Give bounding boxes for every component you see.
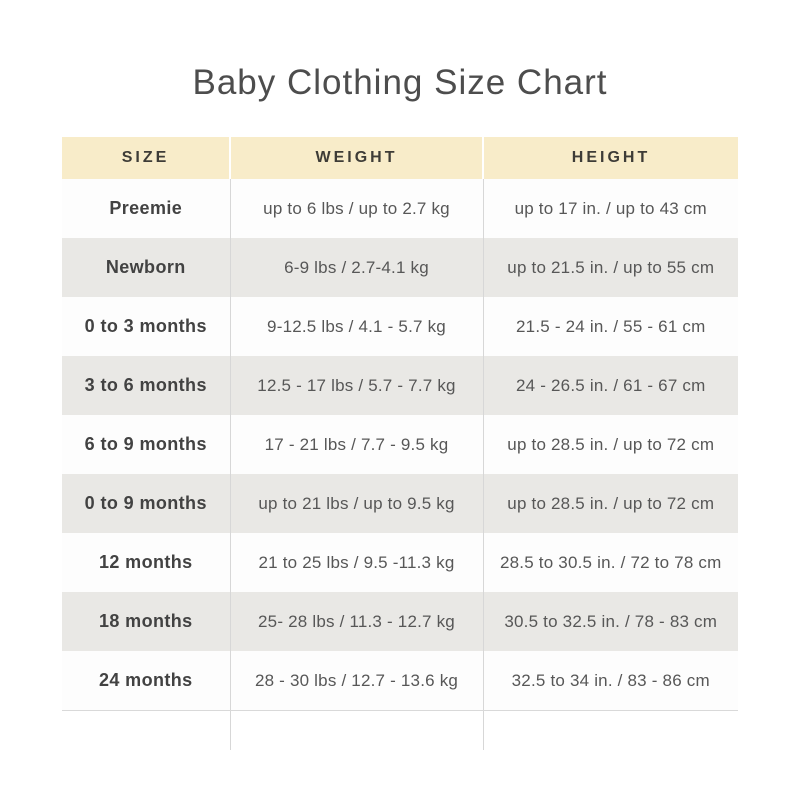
size-cell: 3 to 6 months [62,356,230,415]
height-cell: 28.5 to 30.5 in. / 72 to 78 cm [482,533,738,592]
table-row-preemie: Preemie up to 6 lbs / up to 2.7 kg up to… [62,179,738,238]
table-ghost-row [62,710,738,750]
table-row-newborn: Newborn 6-9 lbs / 2.7-4.1 kg up to 21.5 … [62,238,738,297]
weight-cell: up to 21 lbs / up to 9.5 kg [229,474,483,533]
size-cell: 12 months [62,533,230,592]
height-cell: 32.5 to 34 in. / 83 - 86 cm [482,651,738,711]
weight-cell: 12.5 - 17 lbs / 5.7 - 7.7 kg [229,356,483,415]
column-header-height: HEIGHT [482,137,738,179]
table-row-24-months: 24 months 28 - 30 lbs / 12.7 - 13.6 kg 3… [62,651,738,711]
table-row-6-9-months: 6 to 9 months 17 - 21 lbs / 7.7 - 9.5 kg… [62,415,738,474]
weight-cell: 9-12.5 lbs / 4.1 - 5.7 kg [229,297,483,356]
table-row-0-3-months: 0 to 3 months 9-12.5 lbs / 4.1 - 5.7 kg … [62,297,738,356]
column-header-size: SIZE [62,137,230,179]
weight-cell: 28 - 30 lbs / 12.7 - 13.6 kg [229,651,483,711]
table-row-0-9-months: 0 to 9 months up to 21 lbs / up to 9.5 k… [62,474,738,533]
weight-cell: 6-9 lbs / 2.7-4.1 kg [229,238,483,297]
height-cell: 24 - 26.5 in. / 61 - 67 cm [482,356,738,415]
table-header-row: SIZE WEIGHT HEIGHT [62,137,738,179]
weight-cell: 17 - 21 lbs / 7.7 - 9.5 kg [229,415,483,474]
ghost-cell [62,710,230,750]
table-row-12-months: 12 months 21 to 25 lbs / 9.5 -11.3 kg 28… [62,533,738,592]
height-cell: up to 28.5 in. / up to 72 cm [482,415,738,474]
height-cell: up to 28.5 in. / up to 72 cm [482,474,738,533]
table-row-3-6-months: 3 to 6 months 12.5 - 17 lbs / 5.7 - 7.7 … [62,356,738,415]
page-title: Baby Clothing Size Chart [192,63,608,102]
size-cell: Preemie [62,179,230,238]
weight-cell: 25- 28 lbs / 11.3 - 12.7 kg [229,592,483,651]
ghost-cell [482,710,738,750]
weight-cell: up to 6 lbs / up to 2.7 kg [229,179,483,238]
size-cell: 0 to 9 months [62,474,230,533]
size-cell: 24 months [62,651,230,711]
height-cell: up to 17 in. / up to 43 cm [482,179,738,238]
size-cell: Newborn [62,238,230,297]
table-row-18-months: 18 months 25- 28 lbs / 11.3 - 12.7 kg 30… [62,592,738,651]
column-header-weight: WEIGHT [229,137,483,179]
weight-cell: 21 to 25 lbs / 9.5 -11.3 kg [229,533,483,592]
size-cell: 6 to 9 months [62,415,230,474]
size-cell: 0 to 3 months [62,297,230,356]
height-cell: up to 21.5 in. / up to 55 cm [482,238,738,297]
size-chart-table: SIZE WEIGHT HEIGHT Preemie up to 6 lbs /… [62,137,738,750]
size-cell: 18 months [62,592,230,651]
height-cell: 30.5 to 32.5 in. / 78 - 83 cm [482,592,738,651]
height-cell: 21.5 - 24 in. / 55 - 61 cm [482,297,738,356]
ghost-cell [229,710,483,750]
